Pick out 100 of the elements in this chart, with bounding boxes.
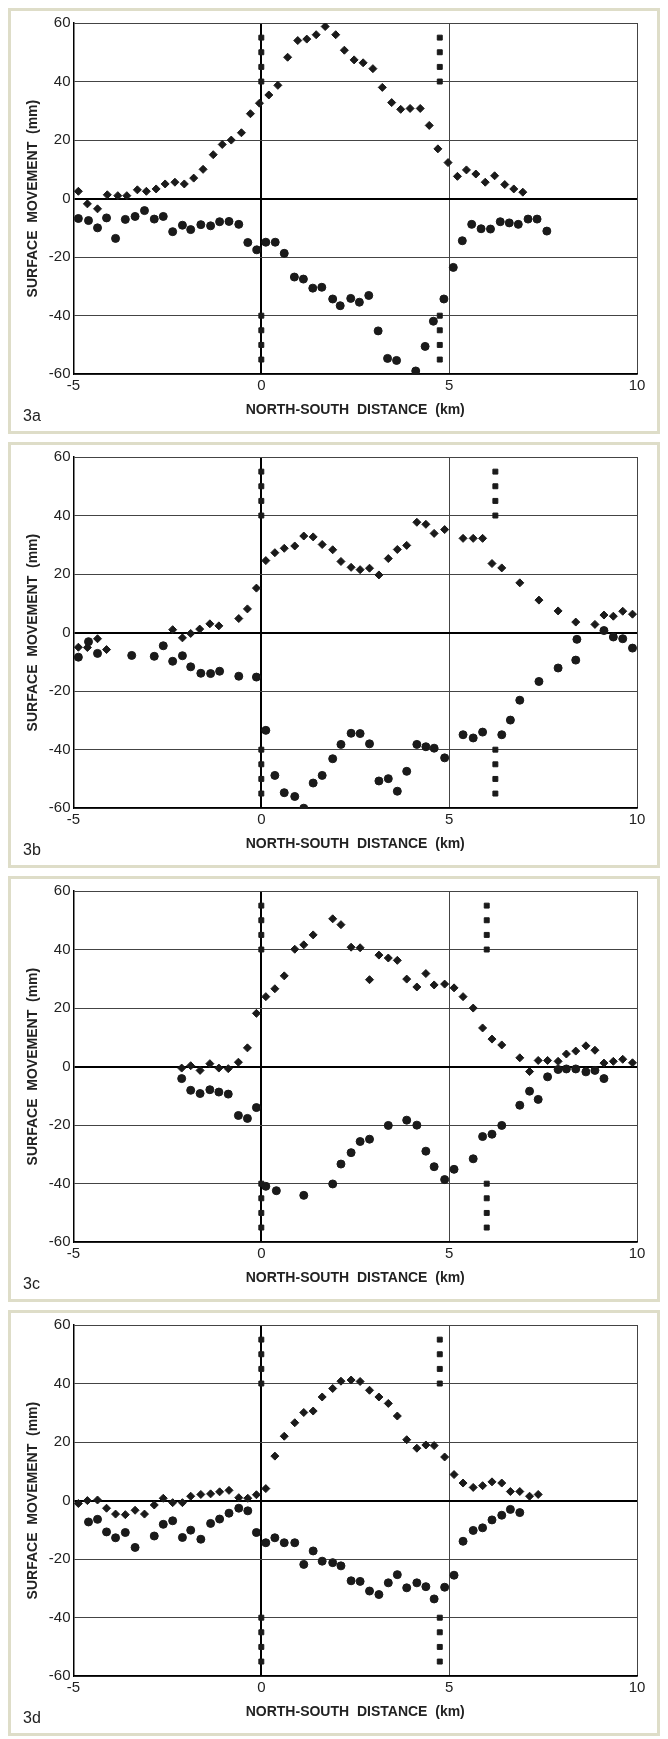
point	[279, 543, 289, 553]
point	[487, 559, 497, 569]
point	[254, 98, 264, 108]
y-tick-label: -60	[48, 1666, 71, 1684]
point	[113, 191, 123, 201]
point	[258, 1380, 265, 1387]
point	[258, 790, 265, 797]
point	[492, 746, 499, 753]
point	[258, 1224, 265, 1231]
point	[206, 1518, 216, 1528]
point	[261, 992, 271, 1002]
point	[158, 211, 168, 221]
y-tick-label: 60	[53, 1315, 71, 1333]
point	[217, 139, 227, 149]
point	[186, 1061, 196, 1071]
point	[424, 120, 434, 130]
point	[186, 225, 196, 235]
point	[102, 190, 112, 200]
point	[261, 1538, 271, 1548]
point	[328, 754, 338, 764]
point	[571, 1046, 581, 1056]
point	[93, 204, 103, 214]
point	[436, 341, 443, 348]
point	[279, 1431, 289, 1441]
point	[298, 274, 308, 284]
point	[73, 186, 83, 196]
point	[483, 931, 490, 938]
point	[73, 214, 83, 223]
point	[392, 355, 402, 365]
point	[436, 1614, 443, 1621]
point	[317, 1392, 327, 1402]
point	[328, 545, 338, 555]
point	[208, 150, 218, 160]
point	[458, 730, 468, 740]
point	[497, 730, 507, 740]
point	[436, 356, 443, 363]
point	[168, 1516, 178, 1526]
point	[497, 1040, 507, 1050]
point	[149, 1500, 159, 1510]
point	[84, 1517, 94, 1527]
point	[487, 1477, 497, 1487]
point	[245, 109, 255, 119]
point	[355, 1137, 365, 1147]
point	[504, 218, 514, 228]
point	[186, 1491, 196, 1501]
point	[234, 671, 244, 681]
point	[251, 583, 261, 593]
point	[383, 1120, 393, 1130]
point	[387, 98, 397, 108]
point	[308, 778, 318, 788]
point	[195, 1089, 205, 1099]
point	[608, 1056, 618, 1066]
y-tick-label: 60	[53, 881, 71, 899]
point	[120, 214, 130, 224]
point	[383, 554, 393, 564]
point	[402, 766, 412, 776]
point	[331, 30, 341, 40]
point	[206, 669, 216, 679]
point	[111, 233, 121, 243]
y-tick-label: 20	[53, 130, 71, 148]
point	[458, 533, 468, 543]
point	[339, 45, 349, 55]
point	[214, 1087, 224, 1097]
point	[515, 1487, 525, 1497]
point	[290, 541, 300, 551]
point	[436, 1658, 443, 1665]
point	[168, 227, 178, 237]
x-tick-label: 0	[257, 376, 266, 394]
point	[243, 238, 253, 247]
point	[599, 1058, 609, 1068]
point	[561, 1064, 571, 1074]
point	[336, 1376, 346, 1386]
y-tick-label: 0	[62, 1056, 71, 1074]
point	[279, 1538, 289, 1548]
point	[261, 237, 271, 247]
point	[93, 223, 103, 233]
point	[258, 761, 265, 768]
y-tick-label: -40	[48, 305, 71, 323]
point	[206, 221, 216, 231]
point	[127, 650, 137, 660]
point	[436, 1643, 443, 1650]
point	[258, 49, 265, 56]
point	[177, 220, 187, 230]
text: 3b	[23, 841, 41, 859]
point	[234, 1493, 244, 1503]
point	[581, 1067, 591, 1077]
point	[346, 942, 356, 952]
point	[599, 626, 609, 636]
point	[205, 1059, 215, 1069]
point	[273, 80, 283, 90]
x-tick-label: 10	[628, 1244, 646, 1262]
point	[308, 283, 318, 293]
point	[364, 290, 374, 300]
point	[258, 512, 265, 519]
point	[122, 191, 132, 201]
point	[258, 775, 265, 782]
point	[177, 633, 187, 643]
point	[299, 1408, 309, 1418]
point	[355, 1376, 365, 1386]
point	[290, 944, 300, 954]
